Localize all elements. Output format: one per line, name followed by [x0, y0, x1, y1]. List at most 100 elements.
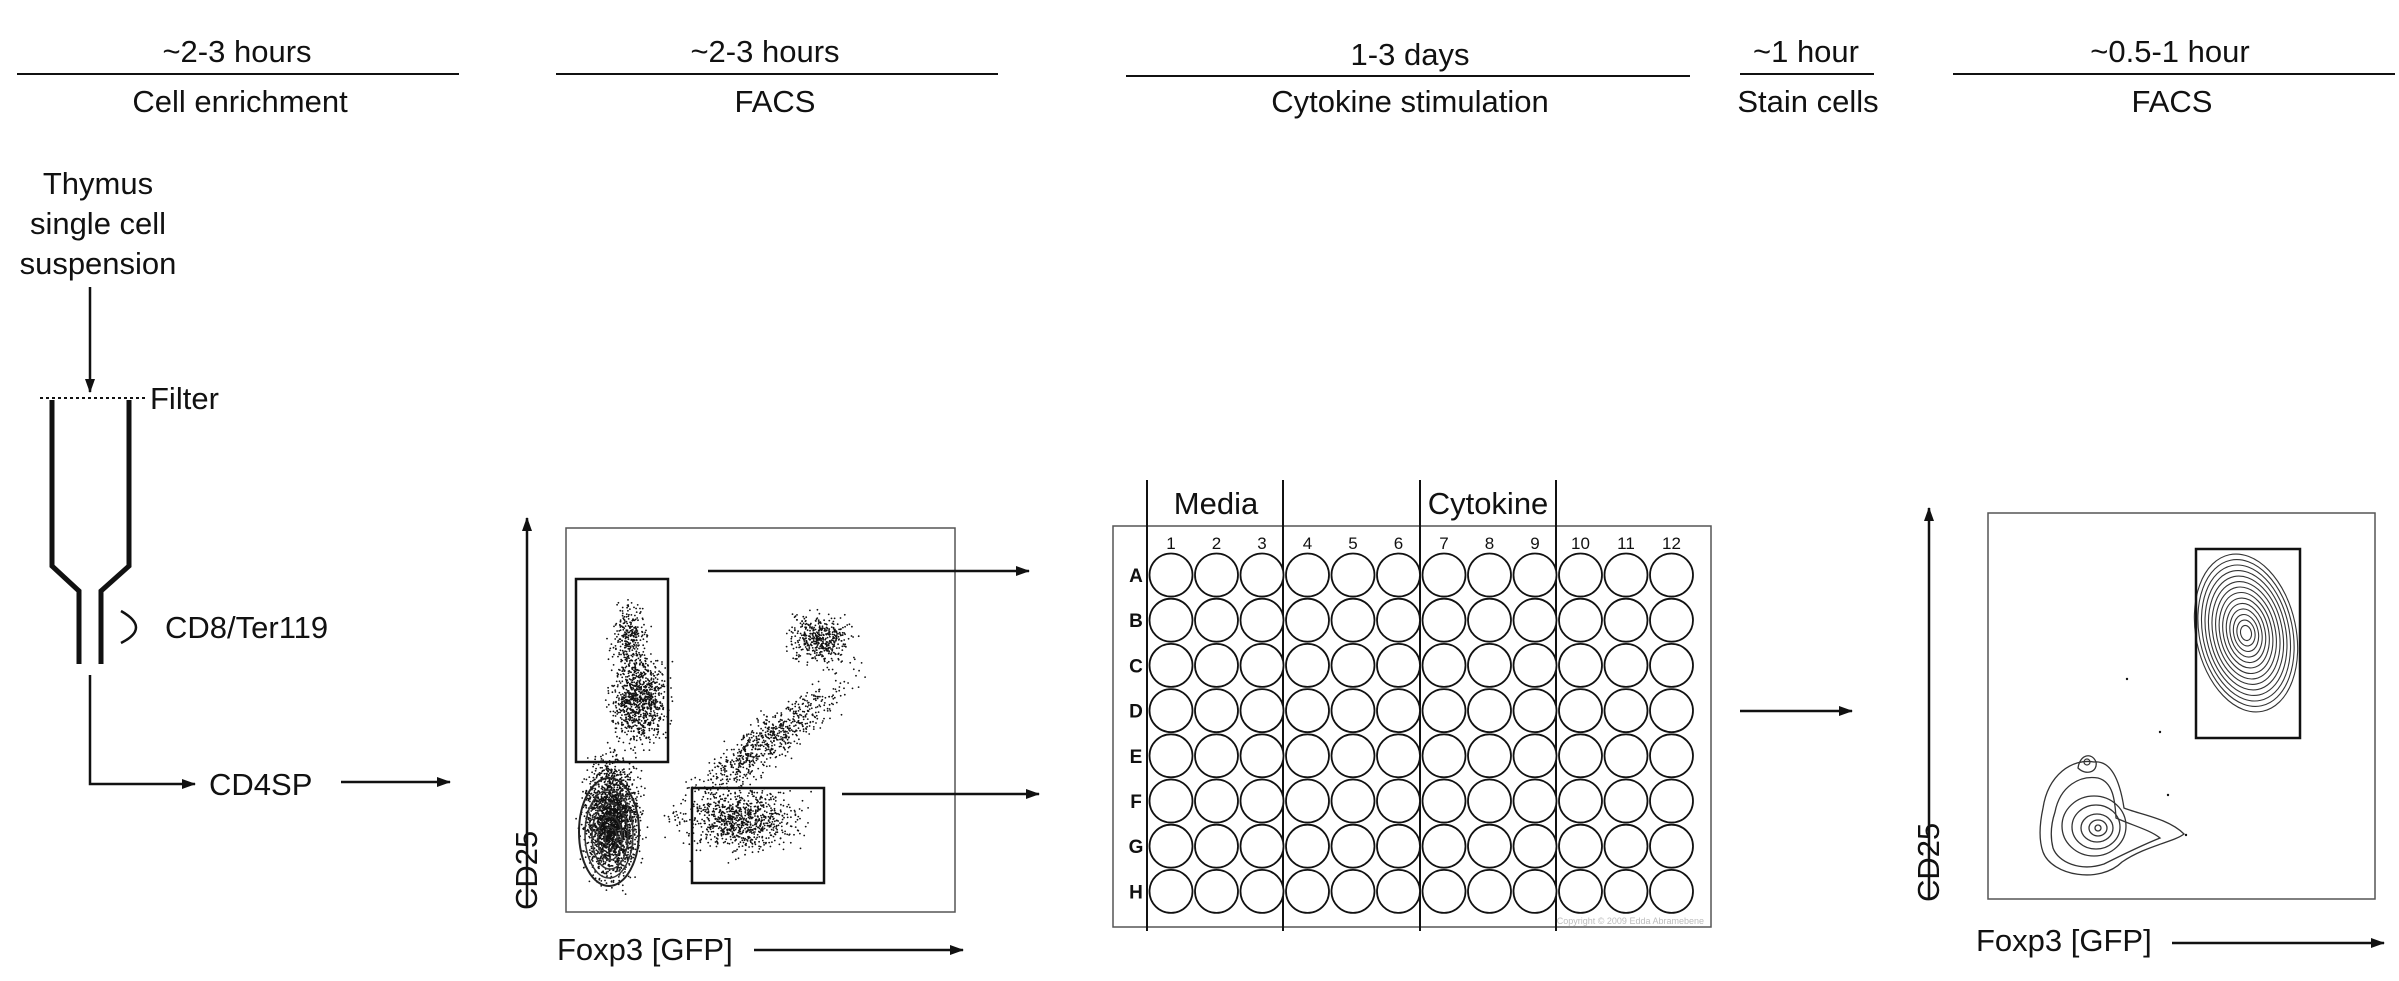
well — [1603, 643, 1649, 688]
source-label-line-1: Thymus — [43, 166, 153, 201]
x-axis-label: Foxp3 [GFP] — [1976, 923, 2152, 958]
well — [1285, 597, 1330, 643]
well — [1467, 643, 1512, 688]
well — [1330, 643, 1376, 688]
well — [1148, 688, 1194, 733]
well — [1467, 688, 1512, 733]
well — [1558, 869, 1603, 914]
row-label: D — [1129, 702, 1143, 723]
well — [1558, 688, 1603, 733]
well — [1558, 552, 1603, 598]
analysis-gate — [2194, 547, 2302, 740]
well — [1239, 778, 1285, 824]
well — [1421, 643, 1467, 688]
well — [1148, 869, 1194, 914]
well — [1421, 733, 1467, 779]
plate-outline — [1112, 525, 1712, 928]
well — [1467, 597, 1512, 643]
well — [1649, 688, 1694, 733]
well — [1239, 597, 1285, 643]
row-label: A — [1129, 566, 1143, 587]
step-time: 1-3 days — [1351, 37, 1470, 72]
well — [1421, 688, 1467, 733]
well — [1239, 823, 1285, 869]
step-header-facs-analysis: ~0.5-1 hour FACS — [1953, 34, 2395, 119]
well — [1467, 733, 1512, 779]
plot-frame — [1987, 512, 2376, 900]
y-axis-label: CD25 — [1911, 823, 1946, 902]
column-wall-right — [98, 400, 132, 664]
well — [1148, 778, 1194, 824]
well — [1558, 733, 1603, 779]
row-label: B — [1129, 611, 1143, 632]
magnet-icon — [120, 609, 138, 645]
contour-population — [578, 777, 640, 887]
step-title: Cell enrichment — [132, 84, 348, 119]
well — [1194, 778, 1239, 824]
well — [1467, 778, 1512, 824]
column-label: 9 — [1530, 534, 1539, 553]
well — [1330, 778, 1376, 824]
well — [1194, 643, 1239, 688]
step-time: ~1 hour — [1753, 34, 1859, 69]
step-time: ~2-3 hours — [162, 34, 311, 69]
output-label: CD4SP — [209, 767, 312, 802]
column-label: 2 — [1212, 534, 1221, 553]
depletion-label: CD8/Ter119 — [165, 610, 328, 645]
row-label: H — [1129, 882, 1143, 903]
well — [1239, 733, 1285, 779]
well — [1376, 552, 1421, 598]
well — [1376, 733, 1421, 779]
column-label: 8 — [1485, 534, 1494, 553]
well — [1603, 778, 1649, 824]
well — [1239, 869, 1285, 914]
well — [1649, 778, 1694, 824]
plot-frame — [565, 527, 956, 913]
well — [1649, 552, 1694, 598]
well — [1512, 778, 1558, 824]
column-label: 5 — [1348, 534, 1357, 553]
row-label: E — [1130, 747, 1143, 768]
well — [1558, 597, 1603, 643]
y-axis-label: CD25 — [509, 831, 544, 910]
well — [1194, 597, 1239, 643]
x-axis-label: Foxp3 [GFP] — [557, 932, 733, 967]
well — [1285, 688, 1330, 733]
well — [1512, 643, 1558, 688]
well — [1558, 823, 1603, 869]
row-labels: A B C D E F G H — [1129, 566, 1144, 903]
column-label: 11 — [1617, 534, 1635, 553]
step-time: ~0.5-1 hour — [2090, 34, 2249, 69]
well — [1421, 869, 1467, 914]
column-label: 1 — [1166, 534, 1175, 553]
sort-gate-upper — [574, 577, 670, 764]
well — [1376, 597, 1421, 643]
watermark: Copyright © 2009 Edda Abramebene — [1557, 916, 1704, 926]
step-header-facs-sort: ~2-3 hours FACS — [556, 34, 998, 119]
well — [1649, 597, 1694, 643]
well — [1148, 733, 1194, 779]
well — [1603, 597, 1649, 643]
well-plate-panel: Media Cytokine 1 2 3 4 5 6 7 8 9 10 11 12 ABCDEFGH … — [1112, 480, 1712, 931]
dot-cloud — [575, 599, 866, 895]
well — [1512, 552, 1558, 598]
well — [1512, 733, 1558, 779]
well — [1512, 823, 1558, 869]
well — [1512, 597, 1558, 643]
step-header-staining: ~1 hour Stain cells — [1737, 34, 1878, 119]
column-label: 3 — [1257, 534, 1266, 553]
well — [1649, 823, 1694, 869]
well — [1376, 823, 1421, 869]
well — [1194, 869, 1239, 914]
column-labels: 1 2 3 4 5 6 7 8 9 10 11 12 — [1166, 534, 1681, 553]
well — [1649, 869, 1694, 914]
well — [1603, 552, 1649, 598]
well — [1512, 688, 1558, 733]
well — [1649, 733, 1694, 779]
contour-ring — [591, 802, 629, 870]
well — [1558, 643, 1603, 688]
well — [1330, 823, 1376, 869]
filter-label: Filter — [150, 381, 219, 416]
column-label: 10 — [1571, 534, 1590, 553]
